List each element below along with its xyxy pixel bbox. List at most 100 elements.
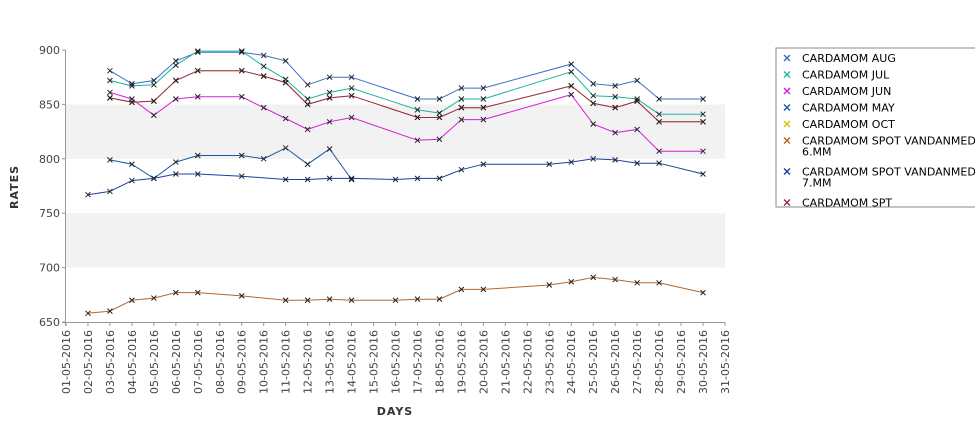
legend: CARDAMOM AUG CARDAMOM JUL CARDAMOM JUN CARD… [775, 47, 975, 210]
data-point [326, 175, 333, 182]
data-point [282, 176, 289, 183]
data-point [568, 83, 575, 89]
data-point [282, 115, 289, 122]
data-point [634, 279, 640, 286]
data-point [634, 98, 640, 104]
legend-label: CARDAMOM JUN [802, 85, 891, 98]
data-point [568, 61, 575, 67]
data-point [700, 289, 706, 296]
x-tick-label: 20-05-2016 [477, 330, 490, 394]
y-tick-label: 850 [39, 98, 60, 111]
data-point [590, 80, 597, 87]
data-point [85, 310, 91, 317]
data-point [414, 137, 421, 144]
data-point [612, 104, 619, 111]
data-point [634, 126, 640, 133]
grid-band [66, 213, 725, 268]
data-point [700, 148, 706, 155]
data-point [326, 95, 333, 101]
data-point [436, 110, 443, 116]
data-point [546, 161, 553, 168]
data-point [480, 85, 487, 91]
data-point [392, 176, 399, 183]
data-point [436, 114, 443, 121]
data-point [238, 152, 245, 159]
data-point [326, 118, 333, 125]
data-point [348, 74, 355, 81]
data-point [590, 121, 597, 127]
x-tick-label: 07-05-2016 [192, 330, 205, 394]
data-point [304, 297, 311, 304]
data-point [172, 96, 179, 102]
x-tick-label: 02-05-2016 [82, 330, 95, 394]
y-axis-label: RATES [8, 165, 21, 209]
data-point [238, 93, 245, 100]
legend-item: CARDAMOM AUG [783, 52, 896, 65]
legend-label: CARDAMOM MAY [802, 102, 895, 115]
data-point [414, 296, 421, 303]
data-point [590, 155, 597, 162]
x-tick-label: 16-05-2016 [390, 330, 403, 394]
data-point [260, 104, 267, 111]
legend-label: CARDAMOM AUG [802, 52, 896, 65]
y-axis-ticks: 650 700 750 800 850 900 [39, 44, 66, 329]
x-tick-label: 17-05-2016 [411, 330, 424, 394]
data-point [107, 67, 113, 74]
data-point [656, 160, 662, 167]
legend-item: CARDAMOM JUN [783, 85, 891, 98]
y-tick-label: 800 [39, 153, 60, 166]
legend-item: CARDAMOM OCT [783, 118, 895, 131]
grid-band [66, 267, 725, 322]
legend-item: CARDAMOM MAY [783, 102, 895, 115]
x-tick-label: 21-05-2016 [499, 330, 512, 394]
data-point [238, 293, 245, 299]
x-tick-label: 29-05-2016 [675, 330, 688, 394]
data-point [260, 155, 267, 162]
data-point [194, 289, 201, 296]
data-point [129, 99, 135, 106]
data-point [568, 68, 575, 75]
x-tick-label: 14-05-2016 [346, 330, 359, 394]
data-point [194, 67, 201, 74]
data-point [304, 126, 311, 133]
data-point [656, 279, 662, 286]
data-point [238, 49, 245, 56]
data-point [546, 282, 553, 288]
data-point [634, 77, 640, 84]
data-point [480, 96, 487, 102]
x-tick-label: 04-05-2016 [126, 330, 139, 394]
data-point [612, 129, 619, 136]
data-point [194, 152, 201, 159]
legend-label: 7.MM [802, 177, 831, 190]
data-point [282, 297, 289, 304]
x-tick-label: 19-05-2016 [455, 330, 468, 394]
data-point [129, 83, 135, 89]
data-point [458, 96, 465, 102]
data-point [151, 175, 157, 182]
x-tick-label: 22-05-2016 [521, 330, 534, 394]
data-point [414, 175, 421, 182]
data-point [238, 173, 245, 180]
data-point [590, 92, 597, 99]
x-tick-label: 10-05-2016 [258, 330, 271, 394]
data-point [172, 62, 179, 69]
x-tick-label: 09-05-2016 [236, 330, 249, 394]
x-tick-label: 15-05-2016 [368, 330, 381, 394]
x-tick-label: 24-05-2016 [565, 330, 578, 394]
data-point [612, 276, 619, 283]
data-point [480, 161, 487, 168]
legend-item: CARDAMOM SPT [783, 197, 892, 210]
y-tick-label: 700 [39, 262, 60, 275]
data-point [129, 80, 135, 87]
data-point [436, 136, 443, 143]
grid-bands [66, 50, 725, 322]
data-point [326, 89, 333, 96]
data-point [194, 48, 201, 54]
data-point [304, 81, 311, 88]
data-point [700, 118, 706, 125]
data-point [568, 91, 575, 98]
data-point [612, 83, 619, 89]
data-point [172, 289, 179, 296]
data-point [151, 112, 157, 119]
